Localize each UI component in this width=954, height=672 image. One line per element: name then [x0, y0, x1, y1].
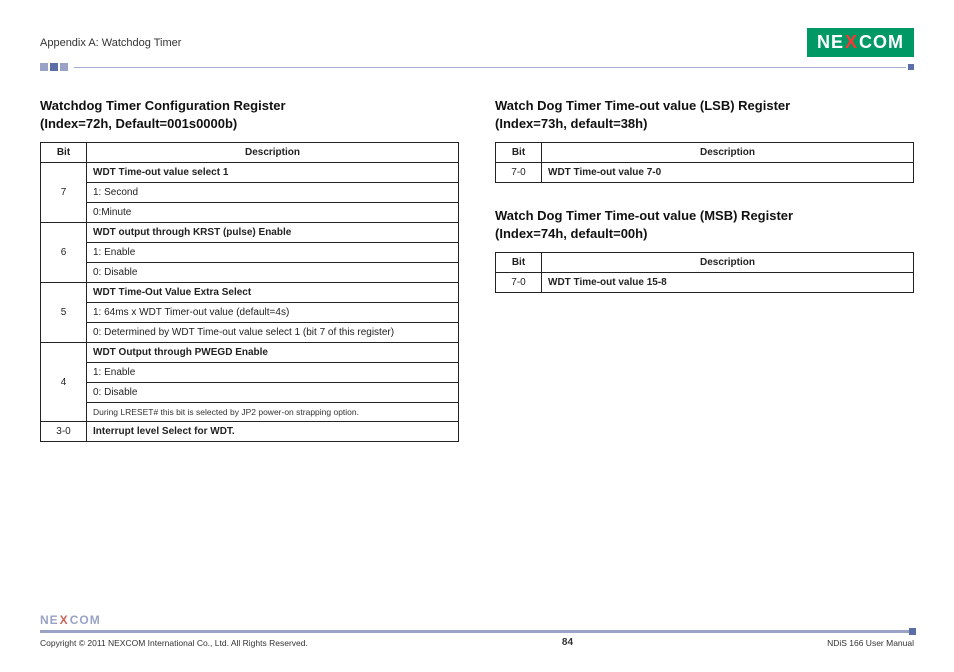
config-register-table: Bit Description 7WDT Time-out value sele…: [40, 142, 459, 442]
table-row: 1: Second: [41, 183, 459, 203]
table-row: 5WDT Time-Out Value Extra Select: [41, 283, 459, 303]
right-column: Watch Dog Timer Time-out value (LSB) Reg…: [495, 97, 914, 466]
footer-logo-right: COM: [70, 613, 101, 627]
page-footer: NE X COM Copyright © 2011 NEXCOM Interna…: [40, 613, 914, 648]
section-title-config: Watchdog Timer Configuration Register (I…: [40, 97, 459, 132]
table-header-row: Bit Description: [496, 253, 914, 273]
appendix-title: Appendix A: Watchdog Timer: [40, 37, 181, 49]
table-row: 1: 64ms x WDT Timer-out value (default=4…: [41, 303, 459, 323]
table-row: 4WDT Output through PWEGD Enable: [41, 343, 459, 363]
th-description: Description: [542, 253, 914, 273]
square-icon: [50, 63, 58, 71]
footer-logo-x: X: [60, 613, 69, 627]
header-rule: [40, 63, 914, 71]
logo-text-left: NE: [817, 32, 844, 53]
section-title-lsb: Watch Dog Timer Time-out value (LSB) Reg…: [495, 97, 914, 132]
table-row: 1: Enable: [41, 243, 459, 263]
cell-description: 1: 64ms x WDT Timer-out value (default=4…: [87, 303, 459, 323]
cell-description: 0:Minute: [87, 203, 459, 223]
logo-nexcom: NE X COM: [807, 28, 914, 57]
decorative-squares: [40, 63, 68, 71]
cell-description: 1: Enable: [87, 243, 459, 263]
cell-bit: 7-0: [496, 163, 542, 183]
square-icon: [60, 63, 68, 71]
footer-logo-row: NE X COM: [40, 613, 914, 627]
cell-bit: 3-0: [41, 422, 87, 442]
th-description: Description: [87, 143, 459, 163]
cell-description: WDT Time-out value 7-0: [542, 163, 914, 183]
logo-text-x: X: [845, 32, 858, 53]
cell-bit: 5: [41, 283, 87, 343]
horizontal-rule: [74, 67, 906, 68]
table-header-row: Bit Description: [41, 143, 459, 163]
cell-description: 0: Determined by WDT Time-out value sele…: [87, 323, 459, 343]
section-title-line: (Index=74h, default=00h): [495, 225, 914, 243]
footer-manual-name: NDiS 166 User Manual: [827, 638, 914, 648]
table-row: 6WDT output through KRST (pulse) Enable: [41, 223, 459, 243]
th-bit: Bit: [41, 143, 87, 163]
page-header: Appendix A: Watchdog Timer NE X COM: [40, 28, 914, 57]
table-row: 0: Determined by WDT Time-out value sele…: [41, 323, 459, 343]
table-row: 1: Enable: [41, 363, 459, 383]
section-title-msb: Watch Dog Timer Time-out value (MSB) Reg…: [495, 207, 914, 242]
logo-text-right: COM: [859, 32, 904, 53]
msb-register-table: Bit Description 7-0 WDT Time-out value 1…: [495, 252, 914, 293]
footer-logo-left: NE: [40, 613, 59, 627]
table-header-row: Bit Description: [496, 143, 914, 163]
cell-bit: 7-0: [496, 273, 542, 293]
square-icon: [40, 63, 48, 71]
table-row: 7WDT Time-out value select 1: [41, 163, 459, 183]
footer-rule: [40, 630, 914, 633]
cell-description: Interrupt level Select for WDT.: [87, 422, 459, 442]
section-title-line: (Index=73h, default=38h): [495, 115, 914, 133]
table-row: 3-0Interrupt level Select for WDT.: [41, 422, 459, 442]
table-row: During LRESET# this bit is selected by J…: [41, 403, 459, 422]
th-bit: Bit: [496, 253, 542, 273]
table-row: 0: Disable: [41, 263, 459, 283]
section-title-line: Watch Dog Timer Time-out value (LSB) Reg…: [495, 97, 914, 115]
section-title-line: Watchdog Timer Configuration Register: [40, 97, 459, 115]
table-row: 0:Minute: [41, 203, 459, 223]
footer-copyright: Copyright © 2011 NEXCOM International Co…: [40, 638, 308, 648]
cell-description: During LRESET# this bit is selected by J…: [87, 403, 459, 422]
cell-description: 0: Disable: [87, 383, 459, 403]
cell-description: 0: Disable: [87, 263, 459, 283]
cell-description: WDT output through KRST (pulse) Enable: [87, 223, 459, 243]
left-column: Watchdog Timer Configuration Register (I…: [40, 97, 459, 466]
section-title-line: Watch Dog Timer Time-out value (MSB) Reg…: [495, 207, 914, 225]
table-row: 0: Disable: [41, 383, 459, 403]
rule-endcap-icon: [908, 64, 914, 70]
content-columns: Watchdog Timer Configuration Register (I…: [40, 97, 914, 466]
footer-logo-nexcom: NE X COM: [40, 613, 101, 627]
footer-page-number: 84: [562, 637, 573, 648]
cell-description: WDT Time-Out Value Extra Select: [87, 283, 459, 303]
cell-description: WDT Output through PWEGD Enable: [87, 343, 459, 363]
cell-description: 1: Enable: [87, 363, 459, 383]
th-description: Description: [542, 143, 914, 163]
section-title-line: (Index=72h, Default=001s0000b): [40, 115, 459, 133]
lsb-register-table: Bit Description 7-0 WDT Time-out value 7…: [495, 142, 914, 183]
cell-description: WDT Time-out value 15-8: [542, 273, 914, 293]
cell-bit: 4: [41, 343, 87, 422]
cell-bit: 6: [41, 223, 87, 283]
footer-row: Copyright © 2011 NEXCOM International Co…: [40, 637, 914, 648]
table-row: 7-0 WDT Time-out value 7-0: [496, 163, 914, 183]
cell-description: WDT Time-out value select 1: [87, 163, 459, 183]
cell-description: 1: Second: [87, 183, 459, 203]
cell-bit: 7: [41, 163, 87, 223]
table-row: 7-0 WDT Time-out value 15-8: [496, 273, 914, 293]
th-bit: Bit: [496, 143, 542, 163]
